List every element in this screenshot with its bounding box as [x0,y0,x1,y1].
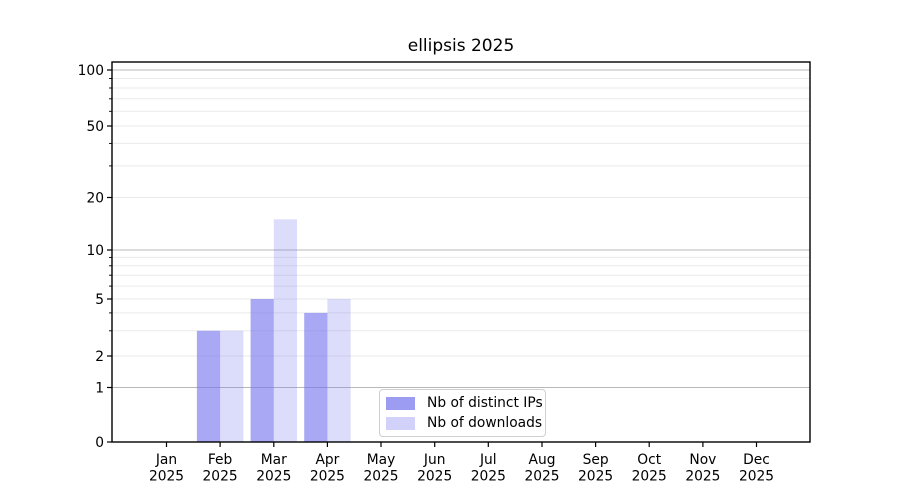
chart-title: ellipsis 2025 [407,36,515,56]
chart-legend: Nb of distinct IPs Nb of downloads [379,389,546,437]
x-tick-label-year-jul: 2025 [471,469,506,485]
legend-item-distinct-ips: Nb of distinct IPs [386,395,543,412]
bar-feb-downloads [220,330,244,442]
x-tick-label-year-sep: 2025 [578,469,613,485]
legend-swatch-downloads [386,416,415,430]
x-tick-label-month-feb: Feb [208,452,232,468]
bar-mar-distinct-ips [250,299,274,442]
y-tick-label-5: 5 [95,292,104,308]
x-tick-label-year-may: 2025 [363,469,398,485]
bar-apr-downloads [327,299,351,442]
x-tick-label-year-aug: 2025 [524,469,559,485]
x-tick-label-year-apr: 2025 [310,469,345,485]
x-tick-label-month-mar: Mar [261,452,287,468]
bar-mar-downloads [273,219,297,442]
y-tick-label-0: 0 [95,435,104,451]
x-tick-label-month-sep: Sep [583,452,609,468]
y-axis-ticks: 0 1 2 5 10 20 50 100 [78,63,112,451]
x-tick-label-month-may: May [367,452,396,468]
x-tick-label-month-dec: Dec [743,452,770,468]
x-tick-label-year-jan: 2025 [149,469,184,485]
y-gridlines-major [112,69,810,389]
x-tick-label-month-jun: Jun [423,452,446,468]
legend-swatch-distinct-ips [386,396,415,410]
x-tick-label-month-jan: Jan [155,452,177,468]
y-gridlines-minor [112,78,810,357]
y-tick-label-1: 1 [95,380,104,396]
x-tick-label-year-mar: 2025 [256,469,291,485]
x-tick-label-month-aug: Aug [529,452,556,468]
y-tick-label-20: 20 [86,190,104,206]
legend-label-distinct-ips: Nb of distinct IPs [427,394,543,411]
x-tick-label-year-jun: 2025 [417,469,452,485]
x-tick-label-month-jul: Jul [479,452,497,468]
x-axis-ticks: Jan2025Feb2025Mar2025Apr2025May2025Jun20… [149,442,774,485]
y-tick-label-2: 2 [95,349,104,365]
legend-label-downloads: Nb of downloads [427,414,543,431]
plot-border [111,61,811,443]
y-tick-label-100: 100 [78,63,104,79]
x-tick-label-year-feb: 2025 [203,469,238,485]
x-tick-label-month-oct: Oct [637,452,661,468]
y-tick-label-10: 10 [86,243,104,259]
bars-group [196,219,351,442]
bar-feb-distinct-ips [196,330,221,442]
x-tick-label-year-dec: 2025 [739,469,774,485]
x-tick-label-month-apr: Apr [315,452,339,468]
bar-apr-distinct-ips [304,312,328,442]
y-tick-label-50: 50 [86,119,104,135]
x-tick-label-year-oct: 2025 [632,469,667,485]
x-tick-label-year-nov: 2025 [685,469,720,485]
x-tick-label-month-nov: Nov [689,452,716,468]
legend-item-downloads: Nb of downloads [386,415,542,432]
